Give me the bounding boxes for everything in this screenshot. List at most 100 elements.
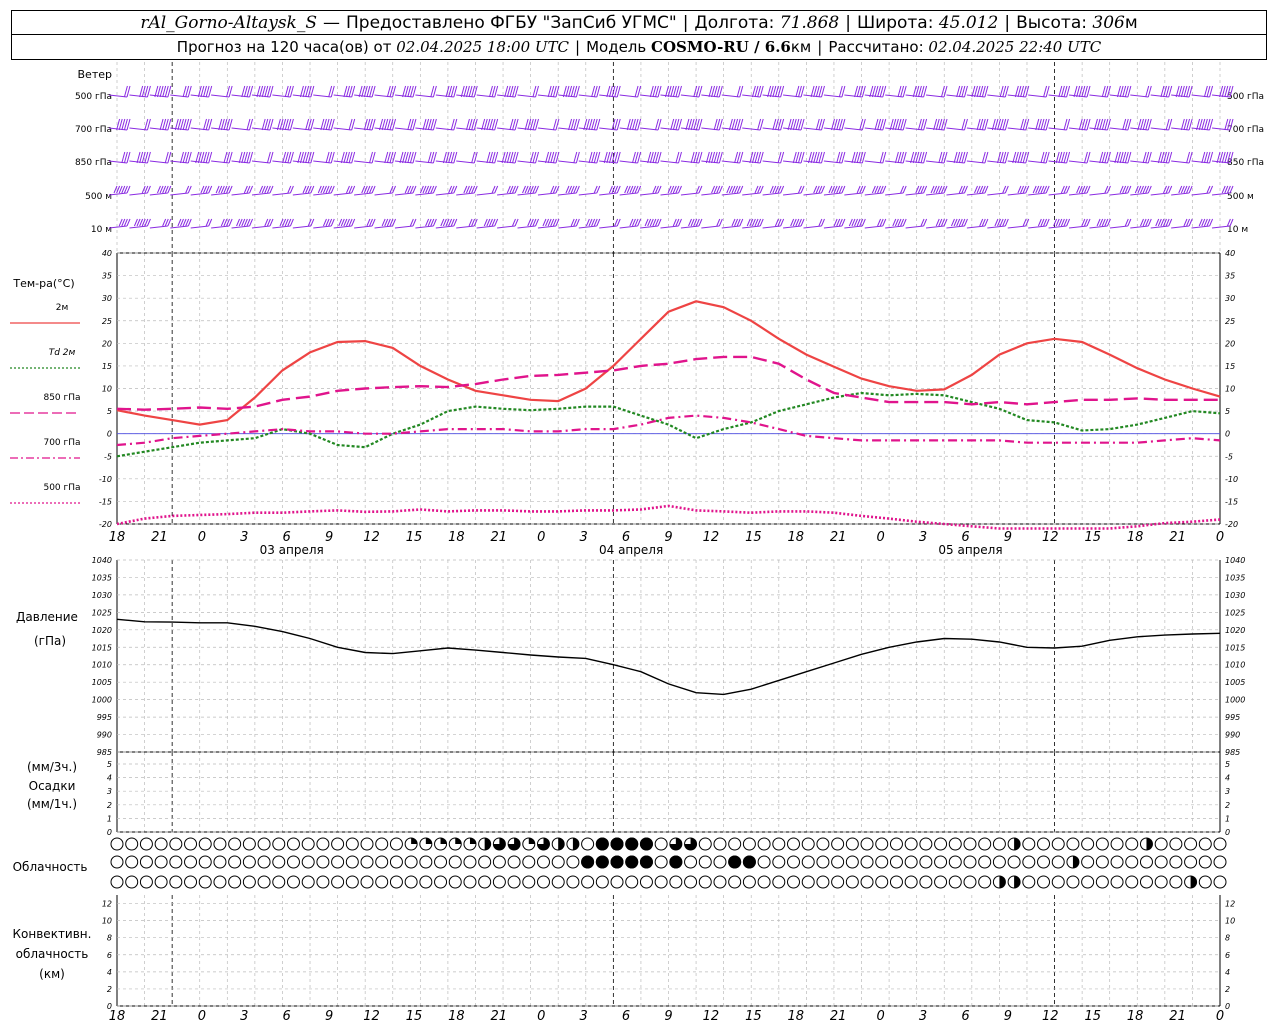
hour-tick-top: 15: [406, 530, 423, 545]
wind-barb-feather: [299, 85, 304, 98]
wind-barb-feather: [460, 85, 465, 98]
wind-barb-feather: [302, 151, 307, 164]
wind-barb: [190, 85, 213, 98]
hour-tick-top: 18: [787, 530, 804, 545]
wind-barb-feather: [780, 151, 785, 164]
wind-barb-feather: [874, 85, 879, 98]
wind-barb-feather: [486, 151, 491, 164]
cloud-symbol: [625, 875, 639, 889]
wind-barb-feather: [654, 118, 659, 131]
cloud-circle: [713, 875, 727, 889]
temp-ytick-left: -15: [99, 497, 112, 506]
wind-barb-feather: [226, 185, 230, 194]
wind-barb-shaft: [415, 225, 434, 229]
wind-barb-shaft: [1171, 225, 1190, 229]
wind-barb-feather: [690, 118, 695, 131]
wind-barb: [864, 151, 887, 164]
wind-barb-feather: [739, 85, 744, 98]
wind-barb: [1211, 185, 1234, 196]
cloud-symbol: [1037, 855, 1051, 869]
wind-barb: [149, 85, 172, 98]
wind-level-label-left: 500 м: [85, 192, 112, 202]
cloud-symbol: [331, 875, 345, 889]
wind-barb-feather: [1040, 151, 1045, 164]
cloud-symbol: [1125, 855, 1139, 869]
wind-barb-feather: [384, 218, 389, 227]
wind-barb-feather: [859, 151, 864, 164]
cloud-circle: [272, 875, 286, 889]
cloud-circle: [522, 875, 536, 889]
wind-barb-feather: [999, 218, 1004, 227]
cloud-symbol: [566, 837, 580, 851]
wind-barb-feather: [596, 185, 601, 194]
wind-barb-feather: [167, 218, 172, 227]
wind-barb-feather: [379, 118, 384, 131]
conv-ytick-left: 8: [107, 934, 112, 943]
wind-barb-feather: [320, 185, 325, 194]
wind-barb: [640, 218, 662, 229]
wind-barb-feather: [550, 151, 555, 164]
wind-barb-feather: [228, 118, 233, 131]
precip-ytick-left: 0: [107, 828, 112, 837]
wind-barb-feather: [369, 151, 373, 164]
wind-barb-feather: [162, 185, 167, 194]
wind-barb-feather: [833, 185, 838, 194]
cloud-circle: [787, 855, 801, 869]
wind-barb: [476, 151, 499, 164]
wind-barb-feather: [608, 85, 613, 98]
wind-barb: [1211, 85, 1234, 98]
wind-barb-feather: [958, 218, 963, 227]
cloud-symbol: [919, 837, 933, 851]
wind-barb-shaft: [701, 225, 720, 229]
wind-barb-feather: [351, 218, 356, 227]
wind-barb-feather: [974, 85, 978, 98]
wind-barb-feather: [698, 185, 703, 194]
wind-barb-shaft: [517, 192, 536, 196]
wind-barb-feather: [514, 118, 519, 131]
conv-ytick-right: 6: [1225, 951, 1230, 960]
wind-barb-feather: [856, 85, 861, 98]
wind-barb: [1191, 185, 1214, 196]
wind-barb-feather: [570, 185, 575, 194]
cloud-symbol: [1066, 875, 1080, 889]
wind-barb: [292, 118, 315, 131]
wind-barb-feather: [442, 218, 447, 227]
cloud-circle: [566, 875, 580, 889]
wind-barb-feather: [1209, 85, 1214, 98]
date-label: 03 апреля: [260, 543, 324, 557]
cloud-circle: [1213, 855, 1227, 869]
wind-barb-feather: [938, 151, 943, 164]
cloud-circle: [831, 875, 845, 889]
wind-barb: [272, 118, 294, 131]
cloud-circle: [1184, 837, 1198, 851]
wind-barb-feather: [1063, 151, 1068, 164]
cloud-symbol: [845, 875, 859, 889]
cloud-symbol: [934, 875, 948, 889]
wind-barb: [251, 218, 274, 229]
wind-barb-feather: [179, 118, 184, 131]
wind-barb-feather: [238, 218, 243, 227]
wind-barb-feather: [524, 118, 529, 131]
wind-barb-shaft: [844, 225, 863, 229]
wind-barb-feather: [532, 218, 537, 227]
wind-barb: [537, 185, 560, 196]
wind-barb-feather: [861, 151, 866, 164]
wind-level-label-left: 500 гПа: [75, 92, 112, 102]
cloud-symbol: [1110, 837, 1124, 851]
wind-barb-feather: [162, 118, 167, 131]
cloud-circle: [1051, 855, 1065, 869]
cloud-circle: [257, 855, 271, 869]
wind-barb-feather: [711, 151, 716, 164]
wind-barb-feather: [649, 218, 654, 227]
wind-barb-feather: [606, 85, 611, 98]
wind-barb-feather: [1168, 185, 1173, 194]
wind-barb-feather: [208, 85, 213, 98]
wind-barb-feather: [491, 151, 496, 164]
cloud-symbol: [845, 837, 859, 851]
wind-barb: [783, 218, 805, 229]
wind-barb-feather: [1226, 185, 1231, 194]
wind-barb-feather: [749, 151, 754, 164]
wind-barb-feather: [486, 118, 491, 131]
wind-barb-feather: [634, 118, 639, 131]
wind-barb-feather: [961, 85, 966, 98]
